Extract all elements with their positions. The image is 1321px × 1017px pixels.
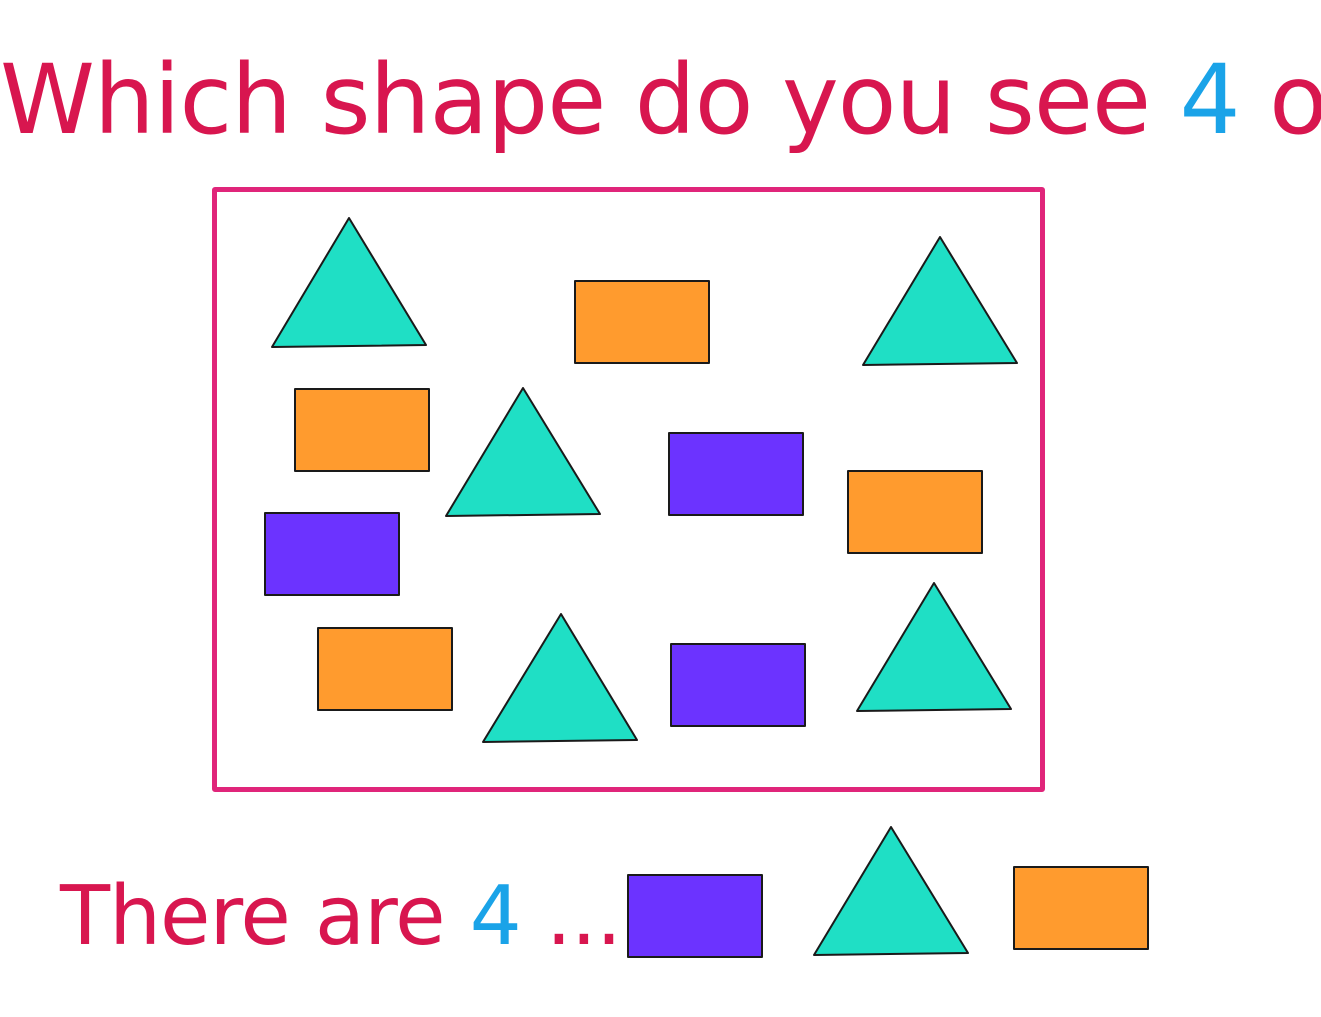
answer-prompt: There are 4 ...: [60, 862, 622, 972]
answer-text-after: ...: [520, 869, 622, 964]
answer-option-purple-rectangle[interactable]: [627, 874, 763, 958]
question-text-after: of?: [1269, 44, 1321, 156]
question-title: Which shape do you see 4 of?: [0, 40, 1321, 160]
answer-text-before: There are: [60, 869, 470, 964]
question-number: 4: [1179, 44, 1241, 156]
answer-number: 4: [469, 869, 522, 964]
answer-option-orange-rectangle[interactable]: [1013, 866, 1149, 950]
shape-frame: [212, 187, 1045, 792]
answer-option-triangle[interactable]: [813, 826, 969, 956]
question-text-before: Which shape do you see: [0, 44, 1180, 156]
